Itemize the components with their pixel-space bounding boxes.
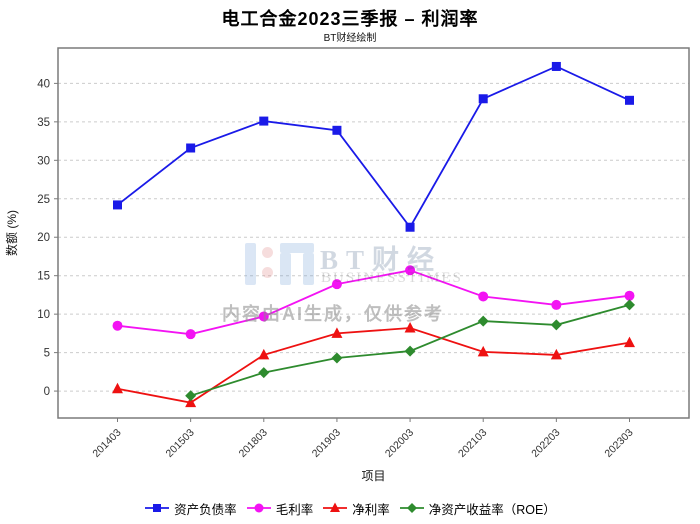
circle-marker — [551, 299, 562, 310]
legend-item-资产负债率: 资产负债率 — [144, 499, 237, 518]
x-tick-label: 202303 — [602, 427, 635, 460]
y-tick-label: 30 — [37, 155, 50, 167]
triangle-marker — [624, 336, 635, 348]
y-tick-label: 40 — [37, 78, 50, 90]
square-marker — [625, 95, 634, 105]
square-marker — [332, 125, 342, 135]
triangle-marker — [185, 396, 197, 408]
circle-marker — [331, 279, 342, 290]
square-marker — [478, 94, 488, 104]
x-tick-label: 202103 — [456, 427, 489, 460]
diamond-marker — [406, 503, 417, 513]
legend-circle-icon — [246, 503, 271, 513]
y-tick-label: 35 — [37, 117, 50, 129]
square-marker — [405, 222, 415, 232]
x-tick-label: 202203 — [529, 427, 562, 460]
circle-marker — [624, 290, 635, 301]
circle-marker — [112, 320, 123, 331]
circle-marker — [405, 265, 416, 276]
square-marker — [186, 143, 196, 153]
diamond-marker — [404, 345, 416, 357]
plot-area: 0 5 10 15 20 25 30 35 40 201403 201503 201803 201903… — [4, 47, 690, 483]
y-tick-label: 25 — [37, 194, 50, 206]
y-tick-label: 5 — [44, 348, 50, 360]
circle-marker — [478, 291, 489, 302]
square-marker — [113, 200, 122, 210]
square-marker — [551, 61, 561, 71]
legend-triangle-icon — [323, 502, 348, 512]
x-tick-label: 201803 — [237, 427, 270, 460]
series-毛利率 — [112, 265, 635, 340]
legend-item-净资产收益率（ROE）: 净资产收益率（ROE） — [399, 499, 556, 518]
series-净利率 — [112, 322, 635, 408]
triangle-marker — [550, 348, 562, 360]
legend-label: 资产负债率 — [174, 502, 237, 517]
diamond-marker — [185, 390, 197, 402]
triangle-marker — [404, 322, 416, 333]
legend-label: 净资产收益率（ROE） — [428, 502, 556, 517]
y-tick-label: 0 — [44, 386, 50, 398]
y-tick-label: 10 — [37, 309, 50, 321]
diamond-marker — [550, 319, 562, 331]
chart-title: 电工合金2023三季报 – 利润率 — [221, 9, 479, 29]
series-资产负债率 — [113, 61, 634, 232]
diamond-marker — [477, 315, 489, 327]
circle-marker — [254, 503, 264, 513]
legend-label: 毛利率 — [275, 502, 314, 517]
series-净资产收益率（ROE） — [185, 299, 635, 402]
x-tick-label: 201403 — [90, 427, 123, 460]
x-tick-label: 202003 — [383, 427, 416, 460]
triangle-marker — [258, 348, 270, 360]
x-axis-label: 项目 — [361, 469, 385, 483]
square-marker — [259, 116, 269, 126]
x-tick-label: 201503 — [163, 427, 196, 460]
legend-square-icon — [145, 504, 170, 512]
y-tick-label: 20 — [37, 232, 50, 244]
triangle-marker — [112, 382, 123, 394]
legend: 资产负债率 毛利率 净利率 净资产收益率（ROE） — [0, 498, 700, 518]
triangle-marker — [330, 502, 341, 512]
circle-marker — [258, 311, 269, 322]
diamond-marker — [331, 352, 343, 364]
legend-label: 净利率 — [352, 502, 390, 517]
x-tick-label: 201903 — [310, 427, 343, 460]
y-tick-label: 15 — [37, 271, 50, 283]
square-marker — [153, 504, 162, 512]
diamond-marker — [624, 299, 635, 311]
y-axis-label: 数额 (%) — [4, 210, 19, 256]
legend-item-净利率: 净利率 — [322, 499, 390, 518]
legend-diamond-icon — [399, 503, 424, 513]
legend-item-毛利率: 毛利率 — [246, 499, 314, 518]
chart-subtitle: BT财经绘制 — [323, 33, 377, 44]
diamond-marker — [258, 367, 270, 379]
circle-marker — [185, 329, 196, 340]
triangle-marker — [331, 327, 343, 338]
triangle-marker — [477, 345, 489, 357]
